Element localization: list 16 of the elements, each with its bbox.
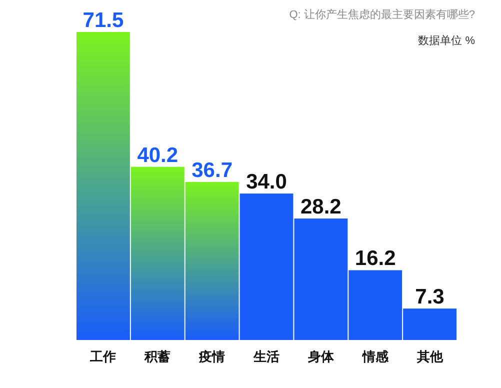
annotation: 数据单位 % [418, 34, 476, 47]
x-tick-label: 疫情 [198, 349, 226, 364]
x-tick-label: 生活 [252, 349, 280, 364]
x-tick-label: 工作 [89, 349, 116, 364]
x-tick-label: 其他 [416, 349, 444, 364]
data-label: 36.7 [192, 158, 233, 182]
data-label: 34.0 [246, 170, 287, 194]
data-label: 16.2 [354, 247, 396, 270]
data-label: 28.2 [300, 196, 342, 219]
x-tick-label: 身体 [306, 349, 335, 364]
chart-title: Q: 让你产生焦虑的最主要因素有哪些? [289, 8, 475, 21]
data-label: 7.3 [415, 286, 444, 309]
x-tick-label: 积蓄 [144, 349, 171, 364]
x-tick-label: 情感 [361, 349, 390, 364]
data-label: 71.5 [82, 9, 124, 32]
data-label: 40.2 [137, 144, 178, 167]
